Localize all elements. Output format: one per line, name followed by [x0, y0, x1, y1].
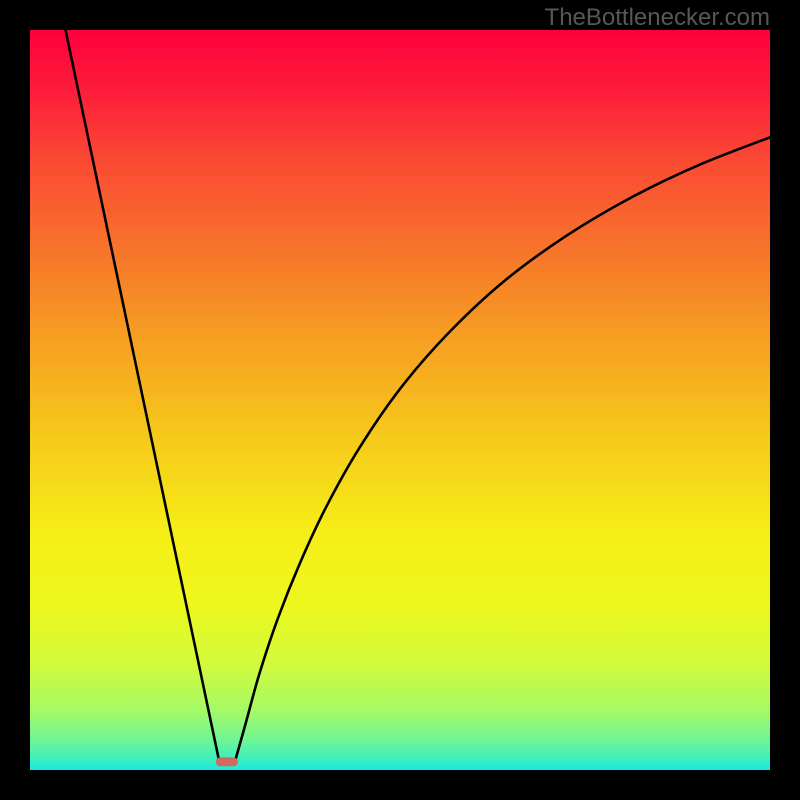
bottleneck-curve	[30, 30, 770, 770]
curve-left-branch	[66, 30, 219, 759]
curve-right-branch	[236, 137, 770, 759]
watermark-text: TheBottlenecker.com	[545, 4, 770, 32]
frame-right	[770, 0, 800, 800]
frame-bottom	[0, 770, 800, 800]
plot-area	[30, 30, 770, 770]
minimum-marker	[216, 757, 238, 766]
frame-left	[0, 0, 30, 800]
